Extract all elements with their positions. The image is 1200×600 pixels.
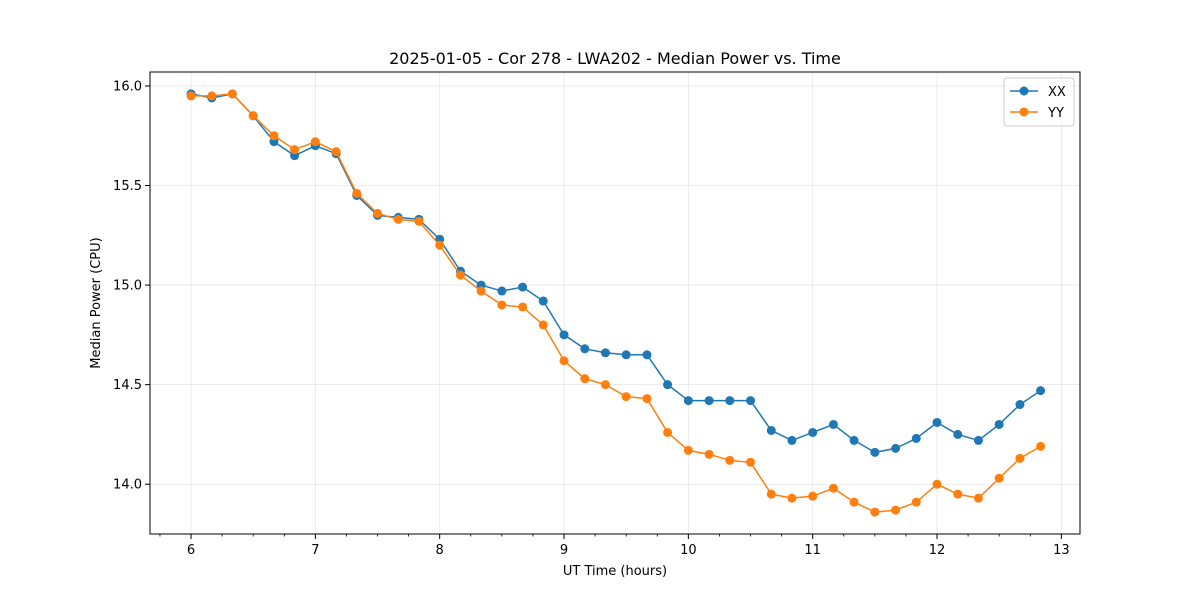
data-point-xx <box>683 396 693 406</box>
data-point-yy <box>973 493 983 503</box>
data-point-xx <box>973 435 983 445</box>
x-tick-label: 12 <box>929 543 946 558</box>
data-point-xx <box>559 330 569 340</box>
data-point-yy <box>248 111 258 121</box>
legend: XX YY <box>1003 77 1075 127</box>
data-point-yy <box>870 507 880 517</box>
legend-label-xx: XX <box>1048 85 1066 100</box>
data-point-yy <box>227 89 237 99</box>
data-point-xx <box>518 282 528 292</box>
data-point-xx <box>828 419 838 429</box>
data-point-yy <box>373 208 383 218</box>
data-point-yy <box>393 214 403 224</box>
data-point-xx <box>766 425 776 435</box>
data-point-yy <box>642 394 652 404</box>
data-point-yy <box>269 131 279 141</box>
data-point-yy <box>725 455 735 465</box>
data-point-yy <box>186 91 196 101</box>
data-point-yy <box>559 356 569 366</box>
data-point-yy <box>414 216 424 226</box>
data-point-xx <box>891 443 901 453</box>
data-point-yy <box>891 505 901 515</box>
series-layer <box>186 89 1046 517</box>
data-point-yy <box>352 188 362 198</box>
data-point-yy <box>310 137 320 147</box>
data-point-yy <box>1036 441 1046 451</box>
data-point-yy <box>435 240 445 250</box>
axes: 6 7 8 9 10 11 12 13 14.0 14.5 15.0 15.5 16.0 <box>113 79 1070 558</box>
data-point-yy <box>808 491 818 501</box>
data-point-yy <box>828 483 838 493</box>
data-point-xx <box>600 348 610 358</box>
x-tick-label: 10 <box>680 543 697 558</box>
x-tick-label: 8 <box>436 543 444 558</box>
data-point-yy <box>787 493 797 503</box>
data-point-xx <box>932 417 942 427</box>
data-point-yy <box>994 473 1004 483</box>
data-point-xx <box>642 350 652 360</box>
legend-label-yy: YY <box>1047 106 1064 121</box>
x-tick-label: 9 <box>560 543 568 558</box>
y-tick-label: 14.0 <box>113 478 142 493</box>
data-point-yy <box>746 457 756 467</box>
x-tick-label: 13 <box>1053 543 1070 558</box>
data-point-xx <box>497 286 507 296</box>
data-point-yy <box>953 489 963 499</box>
data-point-xx <box>538 296 548 306</box>
data-point-yy <box>621 392 631 402</box>
data-point-yy <box>600 380 610 390</box>
data-point-xx <box>580 344 590 354</box>
data-point-yy <box>932 479 942 489</box>
data-point-yy <box>849 497 859 507</box>
data-point-yy <box>911 497 921 507</box>
y-tick-label: 15.0 <box>113 279 142 294</box>
data-point-yy <box>207 91 217 101</box>
data-point-xx <box>911 433 921 443</box>
data-point-xx <box>621 350 631 360</box>
data-point-yy <box>331 147 341 157</box>
legend-marker-yy <box>1019 107 1029 117</box>
data-point-yy <box>766 489 776 499</box>
legend-marker-xx <box>1019 86 1029 96</box>
series-yy <box>186 89 1046 517</box>
data-point-yy <box>704 449 714 459</box>
chart-title: 2025-01-05 - Cor 278 - LWA202 - Median P… <box>389 49 841 68</box>
data-point-xx <box>953 429 963 439</box>
x-tick-label: 11 <box>804 543 821 558</box>
x-axis-label: UT Time (hours) <box>563 564 667 579</box>
data-point-yy <box>476 286 486 296</box>
data-point-yy <box>663 427 673 437</box>
y-axis-label: Median Power (CPU) <box>89 237 104 368</box>
data-point-yy <box>683 445 693 455</box>
data-point-yy <box>538 320 548 330</box>
data-point-yy <box>518 302 528 312</box>
data-point-xx <box>1015 400 1025 410</box>
data-point-yy <box>290 145 300 155</box>
data-point-yy <box>497 300 507 310</box>
data-point-yy <box>1015 453 1025 463</box>
data-point-xx <box>849 435 859 445</box>
data-point-xx <box>704 396 714 406</box>
data-point-xx <box>994 419 1004 429</box>
data-point-xx <box>787 435 797 445</box>
grid <box>150 72 1080 534</box>
data-point-xx <box>1036 386 1046 396</box>
data-point-xx <box>870 447 880 457</box>
data-point-xx <box>663 380 673 390</box>
y-tick-label: 16.0 <box>113 79 142 94</box>
plot-frame <box>149 71 1081 535</box>
data-point-xx <box>725 396 735 406</box>
data-point-xx <box>746 396 756 406</box>
data-point-xx <box>808 427 818 437</box>
y-tick-label: 14.5 <box>113 378 142 393</box>
data-point-yy <box>580 374 590 384</box>
data-point-yy <box>455 270 465 280</box>
y-tick-label: 15.5 <box>113 179 142 194</box>
x-tick-label: 7 <box>311 543 319 558</box>
x-tick-label: 6 <box>187 543 195 558</box>
